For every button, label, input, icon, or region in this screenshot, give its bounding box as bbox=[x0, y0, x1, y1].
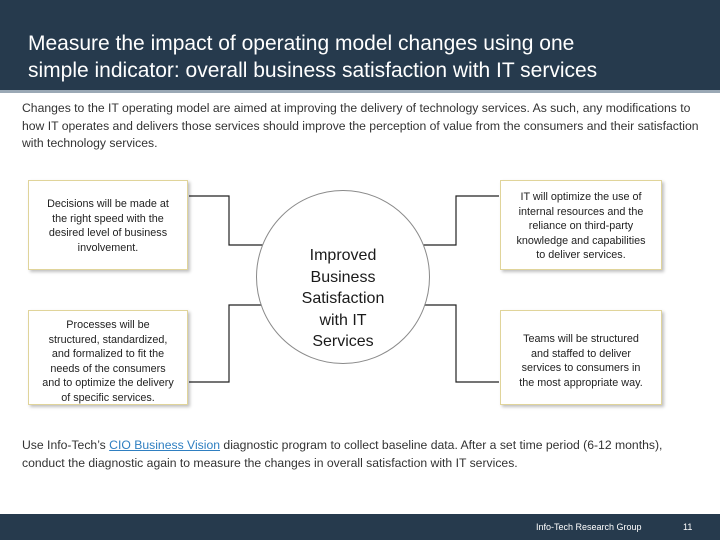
box-resources-line: reliance on third-party bbox=[528, 220, 634, 232]
outro-paragraph: Use Info-Tech’s CIO Business Vision diag… bbox=[22, 437, 702, 472]
center-label-line: Services bbox=[312, 333, 374, 350]
box-processes-line: and to optimize the delivery bbox=[42, 377, 174, 389]
center-label-line: Business bbox=[310, 268, 376, 286]
box-decisions-line: the right speed with the bbox=[52, 212, 164, 225]
box-processes: Processes will be structured, standardiz… bbox=[28, 310, 188, 405]
box-resources-line: to deliver services. bbox=[536, 249, 626, 261]
intro-paragraph: Changes to the IT operating model are ai… bbox=[22, 101, 699, 150]
box-teams-line: Teams will be structured bbox=[523, 333, 639, 345]
footer-organization: Info-Tech Research Group bbox=[536, 522, 642, 532]
box-processes-line: Processes will be bbox=[66, 319, 150, 331]
center-circle-label: Improved Business Satisfaction with IT S… bbox=[256, 245, 430, 353]
header-divider bbox=[0, 90, 720, 93]
box-teams: Teams will be structured and staffed to … bbox=[500, 310, 662, 405]
box-decisions: Decisions will be made at the right spee… bbox=[28, 180, 188, 270]
box-processes-line: and formalized to fit the bbox=[51, 348, 165, 360]
slide-title-line-2: simple indicator: overall business satis… bbox=[28, 59, 598, 82]
box-resources-line: internal resources and the bbox=[518, 205, 644, 218]
box-resources-line: IT will optimize the use of bbox=[520, 191, 642, 203]
box-resources: IT will optimize the use of internal res… bbox=[500, 180, 662, 270]
center-label-line: Satisfaction bbox=[301, 290, 385, 307]
center-circle bbox=[256, 190, 430, 364]
connector-top-left bbox=[189, 195, 279, 249]
slide-title-line-1: Measure the impact of operating model ch… bbox=[28, 32, 575, 55]
box-teams-line: services to consumers in bbox=[521, 362, 641, 374]
box-teams-line: the most appropriate way. bbox=[519, 376, 643, 389]
connector-top-right bbox=[409, 195, 499, 249]
outro-text-start: Use Info-Tech’s bbox=[22, 438, 110, 452]
center-label-line: with IT bbox=[319, 311, 367, 329]
box-processes-line: needs of the consumers bbox=[50, 362, 166, 375]
cio-business-vision-link[interactable]: CIO Business Vision bbox=[109, 438, 221, 452]
slide-title: Measure the impact of operating model ch… bbox=[28, 30, 708, 84]
box-decisions-line: involvement. bbox=[77, 241, 139, 254]
slide-header bbox=[0, 0, 720, 90]
connector-bottom-left bbox=[189, 301, 279, 383]
outro-text-end: diagnostic program to collect baseline d… bbox=[22, 438, 663, 470]
box-resources-line: knowledge and capabilities bbox=[516, 234, 646, 247]
slide-footer bbox=[0, 514, 720, 540]
box-processes-line: of specific services. bbox=[61, 391, 155, 404]
center-label-line: Improved bbox=[309, 247, 377, 264]
box-decisions-line: desired level of business bbox=[48, 227, 168, 239]
box-teams-line: and staffed to deliver bbox=[530, 347, 632, 360]
page-number: 11 bbox=[683, 522, 693, 532]
connector-bottom-right bbox=[409, 301, 499, 383]
box-decisions-line: Decisions will be made at bbox=[47, 198, 169, 210]
box-processes-line: structured, standardized, bbox=[48, 333, 168, 346]
